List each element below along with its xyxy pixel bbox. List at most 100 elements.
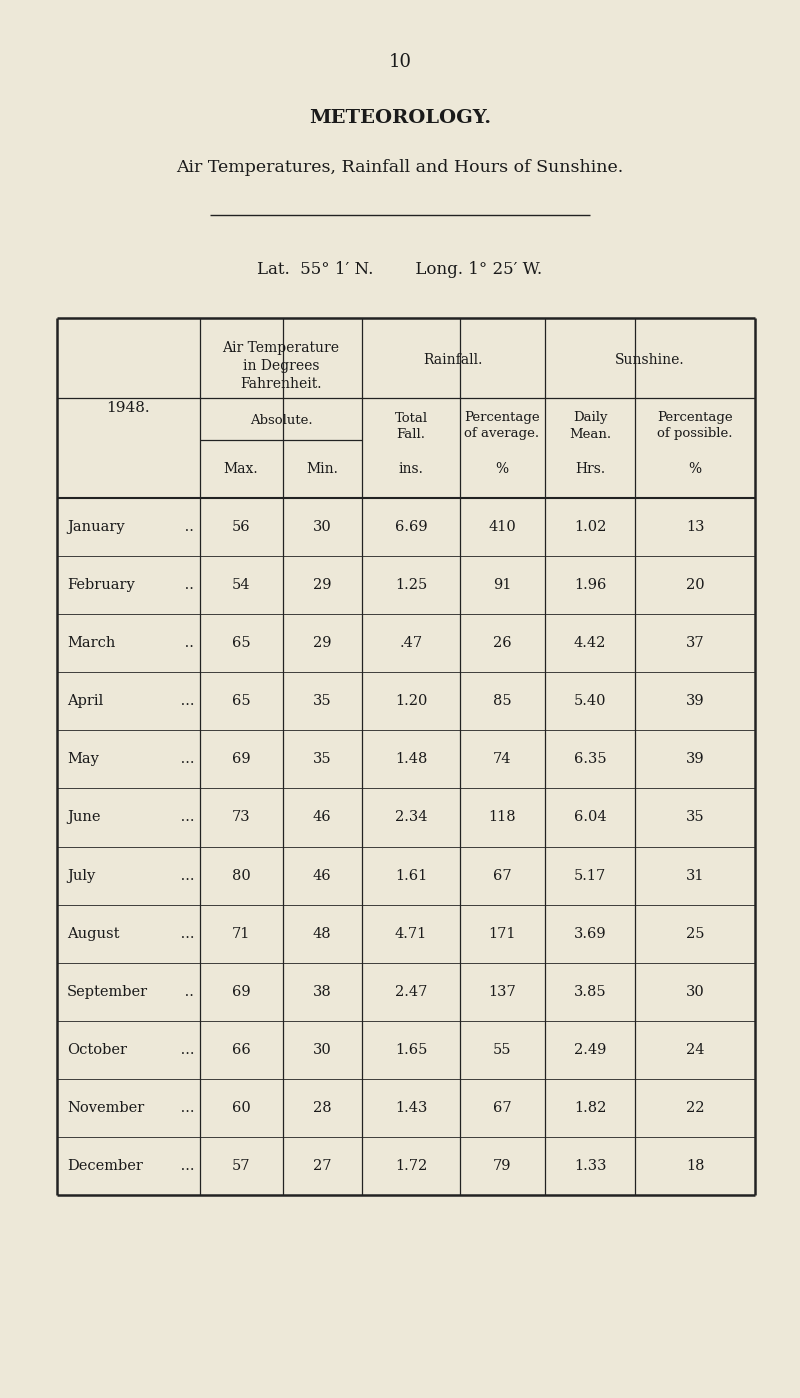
Text: 171: 171 xyxy=(488,927,516,941)
Text: METEOROLOGY.: METEOROLOGY. xyxy=(309,109,491,127)
Text: 24: 24 xyxy=(686,1043,704,1057)
Text: Min.: Min. xyxy=(306,461,338,475)
Text: 10: 10 xyxy=(389,53,411,71)
Text: 1.82: 1.82 xyxy=(574,1100,606,1114)
Text: ...: ... xyxy=(175,927,194,941)
Text: 1.33: 1.33 xyxy=(574,1159,606,1173)
Text: 1.25: 1.25 xyxy=(395,579,427,593)
Text: 1.61: 1.61 xyxy=(395,868,427,882)
Text: December: December xyxy=(67,1159,143,1173)
Text: Fahrenheit.: Fahrenheit. xyxy=(240,377,322,391)
Text: 1.72: 1.72 xyxy=(395,1159,427,1173)
Text: Lat.  55° 1′ N.        Long. 1° 25′ W.: Lat. 55° 1′ N. Long. 1° 25′ W. xyxy=(258,261,542,278)
Text: 29: 29 xyxy=(313,579,331,593)
Text: Hrs.: Hrs. xyxy=(575,461,605,475)
Text: 91: 91 xyxy=(493,579,511,593)
Text: 28: 28 xyxy=(313,1100,331,1114)
Text: November: November xyxy=(67,1100,144,1114)
Text: 39: 39 xyxy=(686,695,704,709)
Text: ...: ... xyxy=(175,811,194,825)
Text: 65: 65 xyxy=(232,636,250,650)
Text: 137: 137 xyxy=(488,984,516,998)
Text: Air Temperatures, Rainfall and Hours of Sunshine.: Air Temperatures, Rainfall and Hours of … xyxy=(176,159,624,176)
Text: in Degrees: in Degrees xyxy=(242,359,319,373)
Text: ..: .. xyxy=(180,636,194,650)
Text: of possible.: of possible. xyxy=(658,428,733,440)
Text: 29: 29 xyxy=(313,636,331,650)
Text: Percentage: Percentage xyxy=(657,411,733,425)
Text: 69: 69 xyxy=(232,752,250,766)
Text: 22: 22 xyxy=(686,1100,704,1114)
Text: ...: ... xyxy=(175,1159,194,1173)
Text: 26: 26 xyxy=(493,636,511,650)
Text: 37: 37 xyxy=(686,636,704,650)
Text: ...: ... xyxy=(175,752,194,766)
Text: 39: 39 xyxy=(686,752,704,766)
Text: ...: ... xyxy=(175,695,194,709)
Text: Sunshine.: Sunshine. xyxy=(615,354,685,368)
Text: 38: 38 xyxy=(313,984,331,998)
Text: 1.02: 1.02 xyxy=(574,520,606,534)
Text: 57: 57 xyxy=(232,1159,250,1173)
Text: 1.20: 1.20 xyxy=(395,695,427,709)
Text: ..: .. xyxy=(180,579,194,593)
Text: 54: 54 xyxy=(232,579,250,593)
Text: 35: 35 xyxy=(686,811,704,825)
Text: 30: 30 xyxy=(313,1043,331,1057)
Text: Absolute.: Absolute. xyxy=(250,414,312,426)
Text: September: September xyxy=(67,984,148,998)
Text: 56: 56 xyxy=(232,520,250,534)
Text: February: February xyxy=(67,579,134,593)
Text: 1.96: 1.96 xyxy=(574,579,606,593)
Text: 13: 13 xyxy=(686,520,704,534)
Text: April: April xyxy=(67,695,103,709)
Text: 66: 66 xyxy=(232,1043,250,1057)
Text: 1.48: 1.48 xyxy=(395,752,427,766)
Text: Fall.: Fall. xyxy=(397,428,426,440)
Text: 55: 55 xyxy=(493,1043,511,1057)
Text: 31: 31 xyxy=(686,868,704,882)
Text: 74: 74 xyxy=(493,752,511,766)
Text: %: % xyxy=(689,461,702,475)
Text: 60: 60 xyxy=(232,1100,250,1114)
Text: 35: 35 xyxy=(313,752,331,766)
Text: 65: 65 xyxy=(232,695,250,709)
Text: ..: .. xyxy=(180,984,194,998)
Text: ...: ... xyxy=(175,1100,194,1114)
Text: 30: 30 xyxy=(686,984,704,998)
Text: 2.47: 2.47 xyxy=(395,984,427,998)
Text: July: July xyxy=(67,868,95,882)
Text: 2.34: 2.34 xyxy=(394,811,427,825)
Text: 80: 80 xyxy=(232,868,250,882)
Text: 71: 71 xyxy=(232,927,250,941)
Text: May: May xyxy=(67,752,99,766)
Text: Rainfall.: Rainfall. xyxy=(423,354,482,368)
Text: Mean.: Mean. xyxy=(569,428,611,440)
Text: 67: 67 xyxy=(493,1100,511,1114)
Text: 73: 73 xyxy=(232,811,250,825)
Text: 118: 118 xyxy=(488,811,516,825)
Text: 46: 46 xyxy=(313,811,331,825)
Text: ins.: ins. xyxy=(398,461,423,475)
Text: 3.69: 3.69 xyxy=(574,927,606,941)
Text: 5.17: 5.17 xyxy=(574,868,606,882)
Text: 410: 410 xyxy=(488,520,516,534)
Text: ...: ... xyxy=(175,868,194,882)
Text: 4.71: 4.71 xyxy=(395,927,427,941)
Text: 48: 48 xyxy=(313,927,331,941)
Text: 6.69: 6.69 xyxy=(394,520,427,534)
Text: 1948.: 1948. xyxy=(106,401,150,415)
Text: 35: 35 xyxy=(313,695,331,709)
Text: 6.35: 6.35 xyxy=(574,752,606,766)
Text: Total: Total xyxy=(394,411,427,425)
Text: 6.04: 6.04 xyxy=(574,811,606,825)
Text: 67: 67 xyxy=(493,868,511,882)
Text: ...: ... xyxy=(175,1043,194,1057)
Text: 25: 25 xyxy=(686,927,704,941)
Text: 27: 27 xyxy=(313,1159,331,1173)
Text: 85: 85 xyxy=(493,695,511,709)
Text: %: % xyxy=(495,461,509,475)
Text: 5.40: 5.40 xyxy=(574,695,606,709)
Text: 2.49: 2.49 xyxy=(574,1043,606,1057)
Text: ..: .. xyxy=(180,520,194,534)
